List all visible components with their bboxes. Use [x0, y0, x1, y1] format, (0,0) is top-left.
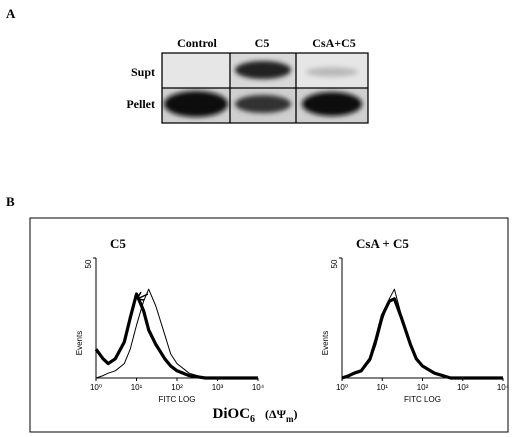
x-axis-label: FITC LOG — [159, 395, 196, 404]
footer-sub: 6 — [250, 414, 255, 425]
x-tick-label: 10⁰ — [336, 383, 348, 392]
histogram-line — [341, 288, 503, 379]
footer-label: DiOC6 (ΔΨm) — [213, 406, 298, 425]
footer-text: ) — [293, 407, 297, 421]
x-tick-label: 10¹ — [376, 383, 388, 392]
chart-title: C5 — [110, 236, 126, 251]
footer-text: (ΔΨ — [265, 407, 287, 421]
footer-sub: m — [286, 414, 294, 424]
panel-label: A — [6, 6, 16, 21]
x-tick-label: 10³ — [457, 383, 469, 392]
y-axis-label: Events — [75, 331, 84, 355]
histogram-line — [94, 292, 258, 380]
x-tick-label: 10² — [171, 383, 183, 392]
axes — [95, 258, 258, 379]
blot — [161, 52, 369, 124]
panel-label: B — [6, 194, 15, 209]
x-tick-label: 10⁴ — [252, 383, 265, 392]
x-tick-label: 10⁰ — [90, 383, 102, 392]
chart-title: CsA + C5 — [356, 236, 409, 251]
column-label: CsA+C5 — [312, 36, 356, 50]
histogram-line — [95, 288, 258, 379]
column-label: C5 — [255, 36, 270, 50]
x-tick-label: 10¹ — [131, 383, 143, 392]
footer-text: DiOC — [213, 406, 251, 422]
y-axis-label: Events — [321, 331, 330, 355]
x-axis-label: FITC LOG — [404, 395, 441, 404]
x-tick-label: 10³ — [212, 383, 224, 392]
row-label: Supt — [131, 65, 155, 79]
x-tick-label: 10² — [417, 383, 429, 392]
row-label: Pellet — [126, 97, 155, 111]
column-label: Control — [177, 36, 217, 50]
x-tick-label: 10⁴ — [497, 383, 510, 392]
y-tick-label: 50 — [84, 259, 93, 268]
y-tick-label: 50 — [330, 259, 339, 268]
panel-frame — [29, 217, 509, 433]
axes — [341, 258, 503, 379]
